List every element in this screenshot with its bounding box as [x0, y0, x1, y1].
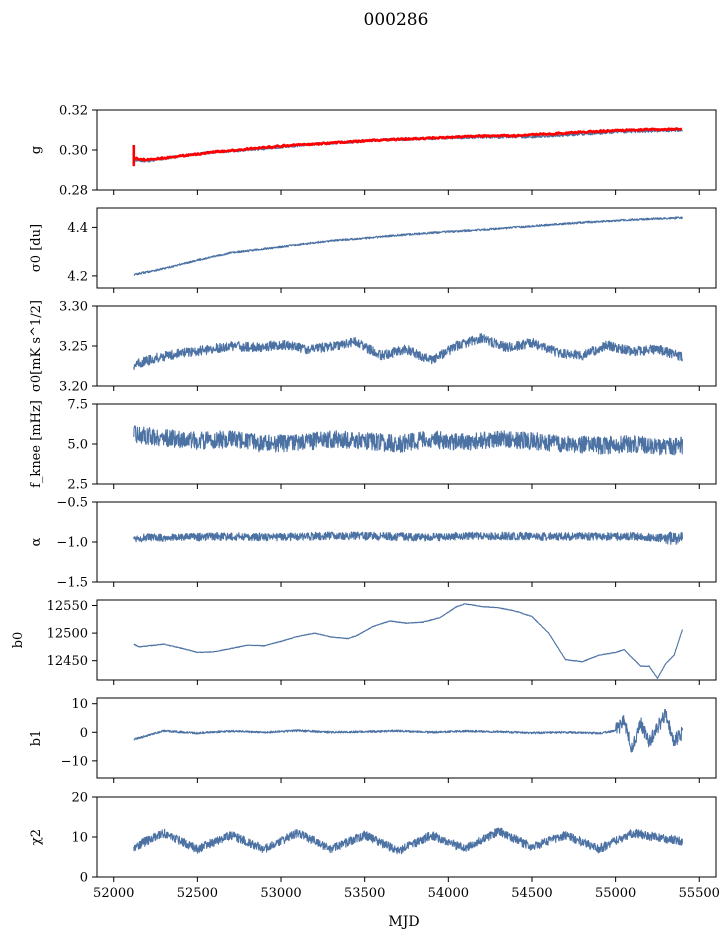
y-tick-label-g-2: 0.32: [59, 104, 88, 119]
x-tick-label-4: 54000: [428, 886, 469, 901]
panel-b1: −10 0 10 b1: [29, 697, 717, 783]
x-tick-label-7: 55500: [679, 886, 720, 901]
series-line-g-1: [132, 127, 683, 167]
y-tick-label-sigma0-0: 4.2: [67, 269, 88, 284]
panel-alpha: −1.5 −1.0 −0.5 α: [29, 496, 717, 591]
y-tick-label-b0-1: 12500: [47, 627, 88, 642]
y-tick-label-sigma0b-2: 3.30: [59, 300, 88, 315]
series-line-b1-0: [133, 708, 684, 753]
x-tick-labels: 52000 52500 53000 53500 54000 54500 55000 55500: [93, 886, 720, 901]
y-tick-label-sigma0-1: 4.4: [67, 221, 88, 236]
y-tick-label-b0-0: 12450: [47, 654, 88, 669]
x-axis-label: MJD: [388, 914, 419, 930]
y-tick-label-chi2-0: 0: [80, 871, 88, 886]
y-axis-label-g: g: [29, 146, 44, 154]
y-tick-label-b0-2: 12550: [47, 599, 88, 614]
y-axis-label-alpha: α: [29, 537, 44, 546]
x-tick-label-0: 52000: [93, 886, 134, 901]
chart-title: 000286: [364, 10, 429, 30]
x-tick-label-5: 54500: [511, 886, 552, 901]
y-tick-label-b1-0: −10: [61, 754, 88, 769]
y-tick-label-alpha-2: −0.5: [56, 496, 88, 511]
panel-b0: 12450 12500 12550 b0: [11, 599, 717, 685]
series-line-b0-0: [133, 603, 683, 679]
y-axis-label-b1: b1: [29, 730, 44, 747]
plot-area-b1: [96, 697, 717, 779]
y-axis-label-fknee: f_knee [mHz]: [29, 400, 44, 488]
x-tick-label-6: 55000: [595, 886, 636, 901]
y-tick-label-fknee-2: 7.5: [67, 398, 88, 413]
x-tick-label-2: 53000: [260, 886, 301, 901]
y-tick-label-g-0: 0.28: [59, 184, 88, 199]
y-tick-label-fknee-1: 5.0: [67, 438, 88, 453]
panel-sigma0b: 3.20 3.25 3.30 σ0[mK s^1/2]: [29, 300, 717, 395]
panel-fknee: 2.5 5.0 7.5 f_knee [mHz]: [29, 398, 717, 493]
y-tick-label-sigma0b-1: 3.25: [59, 340, 88, 355]
series-line-g-0: [133, 128, 683, 163]
y-tick-label-chi2-2: 20: [71, 791, 88, 806]
y-axis-label-b0: b0: [11, 632, 26, 649]
panel-chi2: 0 10 20 χ2: [29, 791, 717, 886]
series-line-alpha-0: [133, 531, 684, 545]
x-tick-label-1: 52500: [177, 886, 218, 901]
series-line-sigma0b-0: [133, 333, 684, 370]
plot-area-b0: [96, 599, 717, 681]
series-line-sigma0-0: [133, 216, 684, 276]
series-line-fknee-0: [133, 425, 684, 456]
panels: 0.28 0.30 0.32 g 4.2 4.4 σ0 [du] 3.20 3.25 3.30 σ0…: [11, 104, 720, 902]
y-tick-label-b1-1: 0: [80, 726, 88, 741]
y-tick-label-alpha-1: −1.0: [56, 536, 88, 551]
y-axis-label-sigma0b: σ0[mK s^1/2]: [29, 300, 44, 392]
panel-g: 0.28 0.30 0.32 g: [29, 104, 717, 199]
series-line-chi2-0: [133, 827, 684, 855]
y-tick-label-alpha-0: −1.5: [56, 576, 88, 591]
panel-sigma0: 4.2 4.4 σ0 [du]: [29, 207, 717, 293]
plot-area-alpha: [96, 501, 717, 583]
plot-area-g: [96, 109, 717, 191]
x-tick-label-3: 53500: [344, 886, 385, 901]
y-tick-label-g-1: 0.30: [59, 144, 88, 159]
y-tick-label-chi2-1: 10: [71, 831, 88, 846]
y-tick-label-fknee-0: 2.5: [67, 478, 88, 493]
y-axis-label-sigma0: σ0 [du]: [29, 224, 44, 272]
y-tick-label-sigma0b-0: 3.20: [59, 380, 88, 395]
y-axis-label-chi2: χ2: [29, 829, 44, 845]
plot-area-sigma0: [96, 207, 717, 289]
y-tick-label-b1-2: 10: [71, 697, 88, 712]
